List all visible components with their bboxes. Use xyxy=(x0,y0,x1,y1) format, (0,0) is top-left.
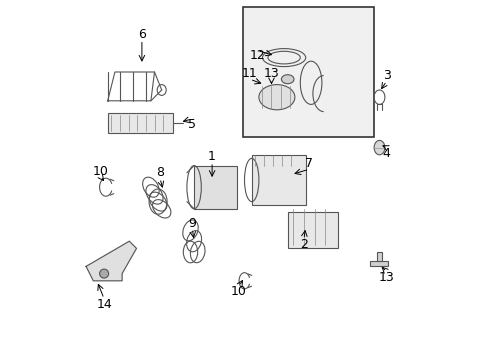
Text: 12: 12 xyxy=(249,49,264,62)
Bar xyxy=(242,7,373,137)
Text: 1: 1 xyxy=(208,150,216,163)
Ellipse shape xyxy=(281,75,293,84)
Text: 5: 5 xyxy=(188,118,196,131)
Text: 9: 9 xyxy=(188,217,196,230)
FancyBboxPatch shape xyxy=(107,113,172,133)
Text: 14: 14 xyxy=(96,298,112,311)
Text: 8: 8 xyxy=(156,166,163,179)
Text: 4: 4 xyxy=(382,147,390,159)
Text: 10: 10 xyxy=(231,285,246,298)
Text: 7: 7 xyxy=(305,157,313,170)
FancyBboxPatch shape xyxy=(194,166,237,209)
Ellipse shape xyxy=(100,269,108,278)
FancyBboxPatch shape xyxy=(287,212,337,248)
FancyBboxPatch shape xyxy=(370,261,387,266)
Text: 2: 2 xyxy=(299,238,307,251)
Polygon shape xyxy=(86,241,136,281)
Text: 13: 13 xyxy=(263,67,279,80)
Ellipse shape xyxy=(373,140,384,155)
Text: 11: 11 xyxy=(242,67,257,80)
Text: 3: 3 xyxy=(382,69,390,82)
Text: 6: 6 xyxy=(138,28,145,41)
FancyBboxPatch shape xyxy=(376,252,382,261)
FancyBboxPatch shape xyxy=(251,155,305,205)
Ellipse shape xyxy=(258,85,294,110)
Text: 13: 13 xyxy=(378,271,394,284)
Text: 10: 10 xyxy=(92,165,108,177)
